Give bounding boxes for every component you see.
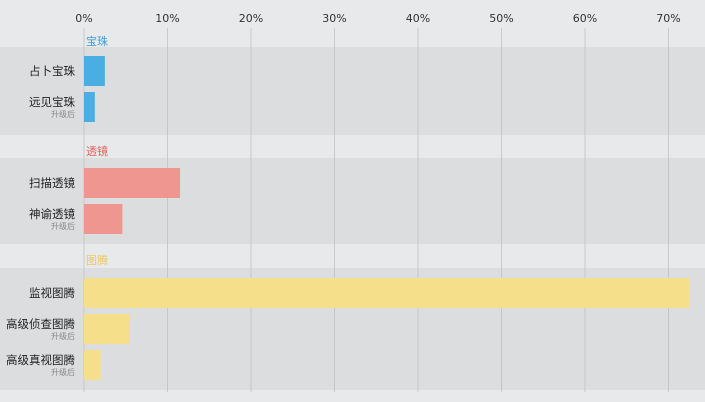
x-tick-label: 60% [573,12,597,25]
x-tick-label: 10% [155,12,179,25]
bar [84,204,123,234]
group-label: 宝珠 [86,34,108,48]
x-tick-label: 30% [322,12,346,25]
category-label: 监视图腾 [29,286,75,300]
group-band-0 [0,47,705,135]
bars [84,56,690,380]
bar [84,92,95,122]
category-note: 升级后 [51,221,75,231]
category-label: 占卜宝珠 [29,64,75,78]
category-note: 升级后 [51,331,75,341]
group-label: 透镜 [86,144,108,158]
category-note: 升级后 [51,109,75,119]
bar [84,278,690,308]
category-label: 高级侦查图腾 [6,317,75,331]
category-label: 扫描透镜 [29,176,75,190]
bar [84,350,101,380]
group-label: 图腾 [86,253,108,267]
x-tick-label: 40% [406,12,430,25]
category-label: 神谕透镜 [29,207,75,221]
labels: 0% 10% 20% 30% 40% 50% 60% 70%宝珠占卜宝珠远见宝珠升级后透镜扫描… [6,12,681,377]
category-note: 升级后 [51,367,75,377]
x-tick-label: 50% [489,12,513,25]
x-tick-label: 70% [656,12,680,25]
x-tick-label: 0% [75,12,92,25]
x-tick-label: 20% [239,12,263,25]
bar [84,314,130,344]
bar [84,56,105,86]
category-label: 高级真视图腾 [6,353,75,367]
category-label: 远见宝珠 [29,95,75,109]
bar [84,168,181,198]
